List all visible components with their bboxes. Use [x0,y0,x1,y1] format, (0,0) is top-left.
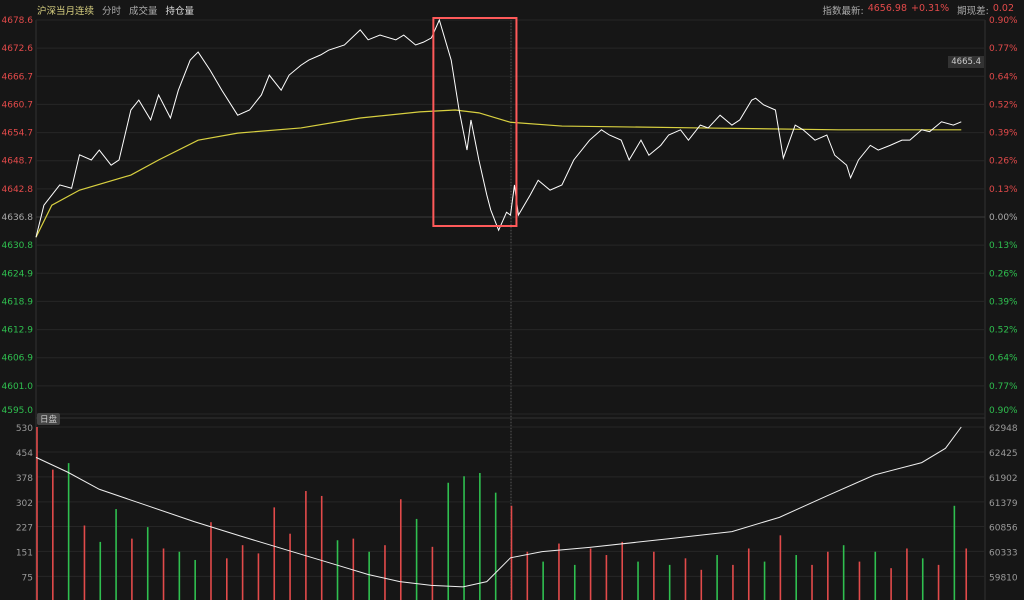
price-tick-label: 4678.6 [2,16,34,26]
price-tick-label: 4636.8 [2,213,34,223]
volume-tick-label: 75 [22,573,33,583]
volume-tick-label: 227 [16,523,33,533]
oi-tick-label: 59810 [989,573,1018,583]
oi-tick-label: 62948 [989,424,1018,434]
oi-tick-label: 60856 [989,523,1018,533]
percent-tick-label: 0.13% [989,185,1018,195]
price-tick-label: 4672.6 [2,44,34,54]
symbol-name: 沪深当月连续 [37,6,95,17]
percent-tick-label: 0.64% [989,72,1018,82]
volume-tick-label: 151 [16,548,33,558]
tab-time-share[interactable]: 分时 [102,6,122,17]
volume-tick-label: 454 [16,449,33,459]
percent-tick-label: 0.39% [989,129,1018,139]
basis-value: 0.02 [992,3,1014,14]
chart-header: 沪深当月连续 分时 成交量 持仓量 [37,3,194,17]
oi-tick-label: 60333 [989,548,1018,558]
price-tick-label: 4624.9 [2,269,34,279]
volume-tick-label: 530 [16,424,33,434]
price-tick-label: 4666.7 [2,72,34,82]
percent-tick-label: 0.64% [989,354,1018,364]
price-tick-label: 4612.9 [2,326,34,336]
price-tick-label: 4642.8 [2,185,34,195]
percent-tick-label: 0.00% [989,213,1018,223]
percent-tick-label: 0.26% [989,157,1018,167]
percent-tick-label: 0.90% [989,16,1018,26]
volume-tick-label: 302 [16,499,33,509]
price-tick-label: 4660.7 [2,100,34,110]
index-label: 指数最新: [822,6,864,17]
tab-volume[interactable]: 成交量 [129,6,158,17]
crosshair-value-label: 4665.4 [948,56,984,68]
percent-tick-label: 0.77% [989,44,1018,54]
price-tick-label: 4648.7 [2,157,34,167]
index-change: +0.31% [911,3,950,14]
open-interest-line [35,426,962,588]
price-line [35,18,962,238]
basis-label: 期现差: [957,6,989,17]
price-tick-label: 4630.8 [2,241,34,251]
average-price-line [35,109,962,238]
oi-tick-label: 62425 [989,449,1018,459]
percent-tick-label: 0.13% [989,241,1018,251]
tab-open-interest[interactable]: 持仓量 [165,6,195,17]
price-tick-label: 4595.0 [2,406,34,416]
volume-tick-label: 378 [16,474,33,484]
price-tick-label: 4606.9 [2,354,34,364]
highlight-box [432,17,518,227]
oi-tick-label: 61902 [989,474,1018,484]
percent-tick-label: 0.77% [989,382,1018,392]
price-tick-label: 4618.9 [2,297,34,307]
session-tag: 日盘 [37,413,61,425]
price-tick-label: 4601.0 [2,382,34,392]
index-info: 指数最新: 4656.98 +0.31% 期现差: 0.02 [823,3,1015,17]
percent-tick-label: 0.39% [989,297,1018,307]
percent-tick-label: 0.90% [989,406,1018,416]
percent-tick-label: 0.52% [989,100,1018,110]
price-tick-label: 4654.7 [2,129,34,139]
index-value: 4656.98 [867,3,907,14]
percent-tick-label: 0.26% [989,269,1018,279]
oi-tick-label: 61379 [989,499,1018,509]
percent-tick-label: 0.52% [989,326,1018,336]
